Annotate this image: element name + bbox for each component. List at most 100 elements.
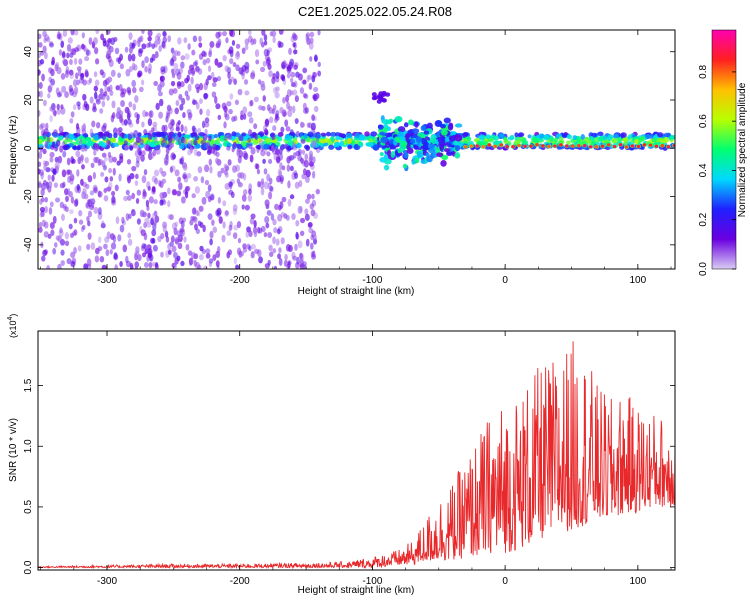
spectrogram-noise-speck <box>300 138 306 144</box>
spectrogram-noise-speck <box>82 79 87 86</box>
spectrogram-noise-speck <box>99 108 104 114</box>
spectrogram-noise-speck <box>181 97 186 106</box>
spectrogram-noise-speck <box>49 115 53 123</box>
spectrogram-noise-speck <box>126 159 132 165</box>
spectrogram-noise-speck <box>54 156 59 163</box>
y-tick-label: -20 <box>23 189 34 204</box>
spectrogram-noise-speck <box>253 229 258 238</box>
spectrogram-noise-speck <box>85 48 90 56</box>
spectrogram-noise-speck <box>175 99 180 107</box>
spectrogram-noise-speck <box>234 99 239 106</box>
spectrogram-noise-speck <box>103 243 108 250</box>
spectrogram-noise-speck <box>257 226 261 234</box>
spectrogram-noise-speck <box>174 169 180 177</box>
spectrogram-noise-speck <box>61 52 66 59</box>
spectrogram-noise-speck <box>238 135 244 142</box>
spectrogram-noise-speck <box>170 235 175 243</box>
spectrogram-noise-speck <box>43 179 47 186</box>
spectrogram-noise-speck <box>73 217 78 224</box>
spectrogram-noise-speck <box>64 232 70 240</box>
spectrogram-noise-speck <box>242 106 248 114</box>
spectrogram-noise-speck <box>184 191 189 199</box>
spectrogram-noise-speck <box>274 91 280 99</box>
spectrogram-band-cell <box>241 132 247 137</box>
spectrogram-noise-speck <box>229 58 234 65</box>
spectrogram-noise-speck <box>227 249 233 256</box>
spectrogram-band-cell <box>613 133 619 139</box>
spectrogram-noise-speck <box>195 65 200 73</box>
spectrogram-noise-speck <box>187 111 193 119</box>
spectrogram-band-cell <box>566 140 571 145</box>
spectrogram-noise-speck <box>169 125 175 132</box>
spectrogram-clump-cell <box>371 95 377 101</box>
spectrogram-noise-speck <box>176 255 181 262</box>
spectrogram-noise-speck <box>174 107 179 115</box>
y-tick-label: 0.0 <box>23 560 34 574</box>
spectrogram-noise-speck <box>41 255 46 262</box>
spectrogram-clump-cell <box>384 132 393 138</box>
spectrogram-noise-speck <box>232 141 237 148</box>
spectrogram-noise-speck <box>75 122 80 130</box>
spectrogram-noise-speck <box>250 251 256 259</box>
spectrogram-noise-speck <box>70 196 75 204</box>
spectrogram-noise-speck <box>246 142 250 149</box>
spectrogram-clump-cell <box>394 136 401 142</box>
y-tick-label: 40 <box>23 46 34 58</box>
spectrogram-noise-speck <box>262 124 267 133</box>
spectrogram-noise-speck <box>152 121 158 127</box>
spectrogram-noise-speck <box>88 37 93 45</box>
spectrogram-noise-speck <box>49 201 54 208</box>
spectrogram-noise-speck <box>101 220 105 228</box>
spectrogram-clump-cell <box>384 158 392 165</box>
spectrogram-band-cell <box>561 133 568 139</box>
spectrogram-noise-speck <box>199 245 204 252</box>
spectrogram-noise-speck <box>279 162 283 171</box>
spectrogram-noise-speck <box>136 113 140 120</box>
spectrogram-noise-speck <box>70 111 75 118</box>
spectrogram-noise-speck <box>306 37 311 46</box>
spectrogram-noise-speck <box>302 102 307 110</box>
spectrogram-band-cell <box>535 137 540 143</box>
spectrogram-band-cell <box>307 131 314 138</box>
spectrogram-noise-speck <box>152 149 157 157</box>
spectrogram-noise-speck <box>264 148 268 155</box>
spectrogram-noise-speck <box>267 182 272 190</box>
spectrogram-noise-speck <box>48 207 53 215</box>
spectrogram-noise-speck <box>125 68 131 77</box>
spectrogram-band-cell <box>514 132 519 138</box>
spectrogram-noise-speck <box>93 149 97 156</box>
spectrogram-band-cell <box>553 137 559 143</box>
spectrogram-noise-speck <box>39 58 45 65</box>
spectrogram-noise-speck <box>276 228 281 235</box>
spectrogram-band-cell <box>38 138 43 145</box>
spectrogram-noise-speck <box>264 40 268 46</box>
spectrogram-noise-speck <box>169 214 174 221</box>
spectrogram-noise-speck <box>215 250 221 259</box>
spectrogram-noise-speck <box>54 146 58 152</box>
spectrogram-noise-speck <box>317 61 321 68</box>
spectrogram-noise-speck <box>253 96 259 103</box>
spectrogram-noise-speck <box>295 231 299 240</box>
spectrogram-noise-speck <box>68 69 74 76</box>
spectrogram-clump-cell <box>381 92 387 97</box>
spectrogram-noise-speck <box>104 176 109 183</box>
spectrogram-noise-speck <box>39 211 43 218</box>
spectrogram-noise-speck <box>42 148 47 155</box>
spectrogram-noise-speck <box>204 179 210 186</box>
spectrogram-noise-speck <box>183 236 187 243</box>
spectrogram-noise-speck <box>305 32 311 38</box>
snr-panel: -300 -200 -100 0 100 0.0 0.5 1.0 1.5 Height of … <box>7 314 676 596</box>
spectrogram-noise-speck <box>196 210 201 217</box>
spectrogram-noise-speck <box>224 65 230 73</box>
spectrogram-band-cell <box>517 132 525 137</box>
spectrogram-noise-speck <box>217 196 221 204</box>
spectrogram-noise-speck <box>73 86 79 95</box>
spectrogram-noise-speck <box>192 207 197 215</box>
spectrogram-noise-speck <box>64 240 70 247</box>
spectrogram-noise-speck <box>77 245 82 252</box>
spectrogram-noise-speck <box>48 83 54 91</box>
spectrogram-noise-speck <box>233 257 237 265</box>
spectrogram-clump-cell <box>416 150 422 158</box>
spectrogram-noise-speck <box>215 103 221 110</box>
spectrogram-noise-speck <box>204 164 210 173</box>
